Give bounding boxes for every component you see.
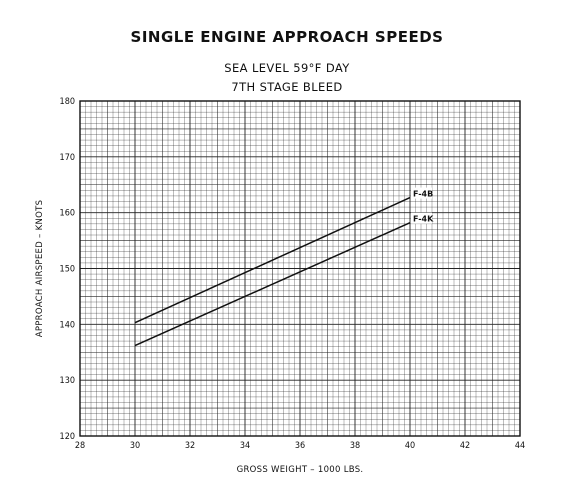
series-line-f-4b xyxy=(134,196,411,324)
x-tick-label: 30 xyxy=(130,441,140,451)
x-tick-label: 44 xyxy=(515,441,525,451)
series-label-background xyxy=(411,212,432,224)
series-line-f-4k xyxy=(134,222,411,347)
y-tick-label: 150 xyxy=(60,265,75,275)
x-tick-label: 34 xyxy=(240,441,250,451)
chart-subtitle-line-1: SEA LEVEL 59°F DAY xyxy=(224,61,350,75)
y-tick-label: 180 xyxy=(60,97,75,107)
x-tick-label: 38 xyxy=(350,441,360,451)
plot-frame xyxy=(79,100,521,437)
chart-grid xyxy=(79,100,521,437)
series-group: F-4B F-4K xyxy=(134,187,434,347)
y-tick-label: 140 xyxy=(60,320,75,330)
x-tick-label: 40 xyxy=(405,441,415,451)
x-axis-label: GROSS WEIGHT – 1000 LBS. xyxy=(237,465,364,475)
y-axis-label: APPROACH AIRSPEED – KNOTS xyxy=(35,200,45,338)
series-label-f-4b: F-4B xyxy=(413,190,433,199)
y-tick-label: 120 xyxy=(60,432,75,442)
y-tick-label: 160 xyxy=(60,209,75,219)
x-tick-label: 36 xyxy=(295,441,305,451)
chart-title: SINGLE ENGINE APPROACH SPEEDS xyxy=(130,28,444,46)
x-tick-label: 32 xyxy=(185,441,195,451)
series-label-f-4k: F-4K xyxy=(413,215,434,224)
y-tick-label: 130 xyxy=(60,376,75,386)
x-tick-label: 42 xyxy=(460,441,470,451)
x-tick-label: 28 xyxy=(75,441,85,451)
series-label-background xyxy=(411,187,432,199)
x-axis-ticks: 28 30 32 34 36 38 40 42 44 xyxy=(75,441,525,451)
chart-subtitle-line-2: 7TH STAGE BLEED xyxy=(231,80,343,94)
y-axis-ticks: 120 130 140 150 160 170 180 xyxy=(60,97,75,442)
y-tick-label: 170 xyxy=(60,153,75,163)
